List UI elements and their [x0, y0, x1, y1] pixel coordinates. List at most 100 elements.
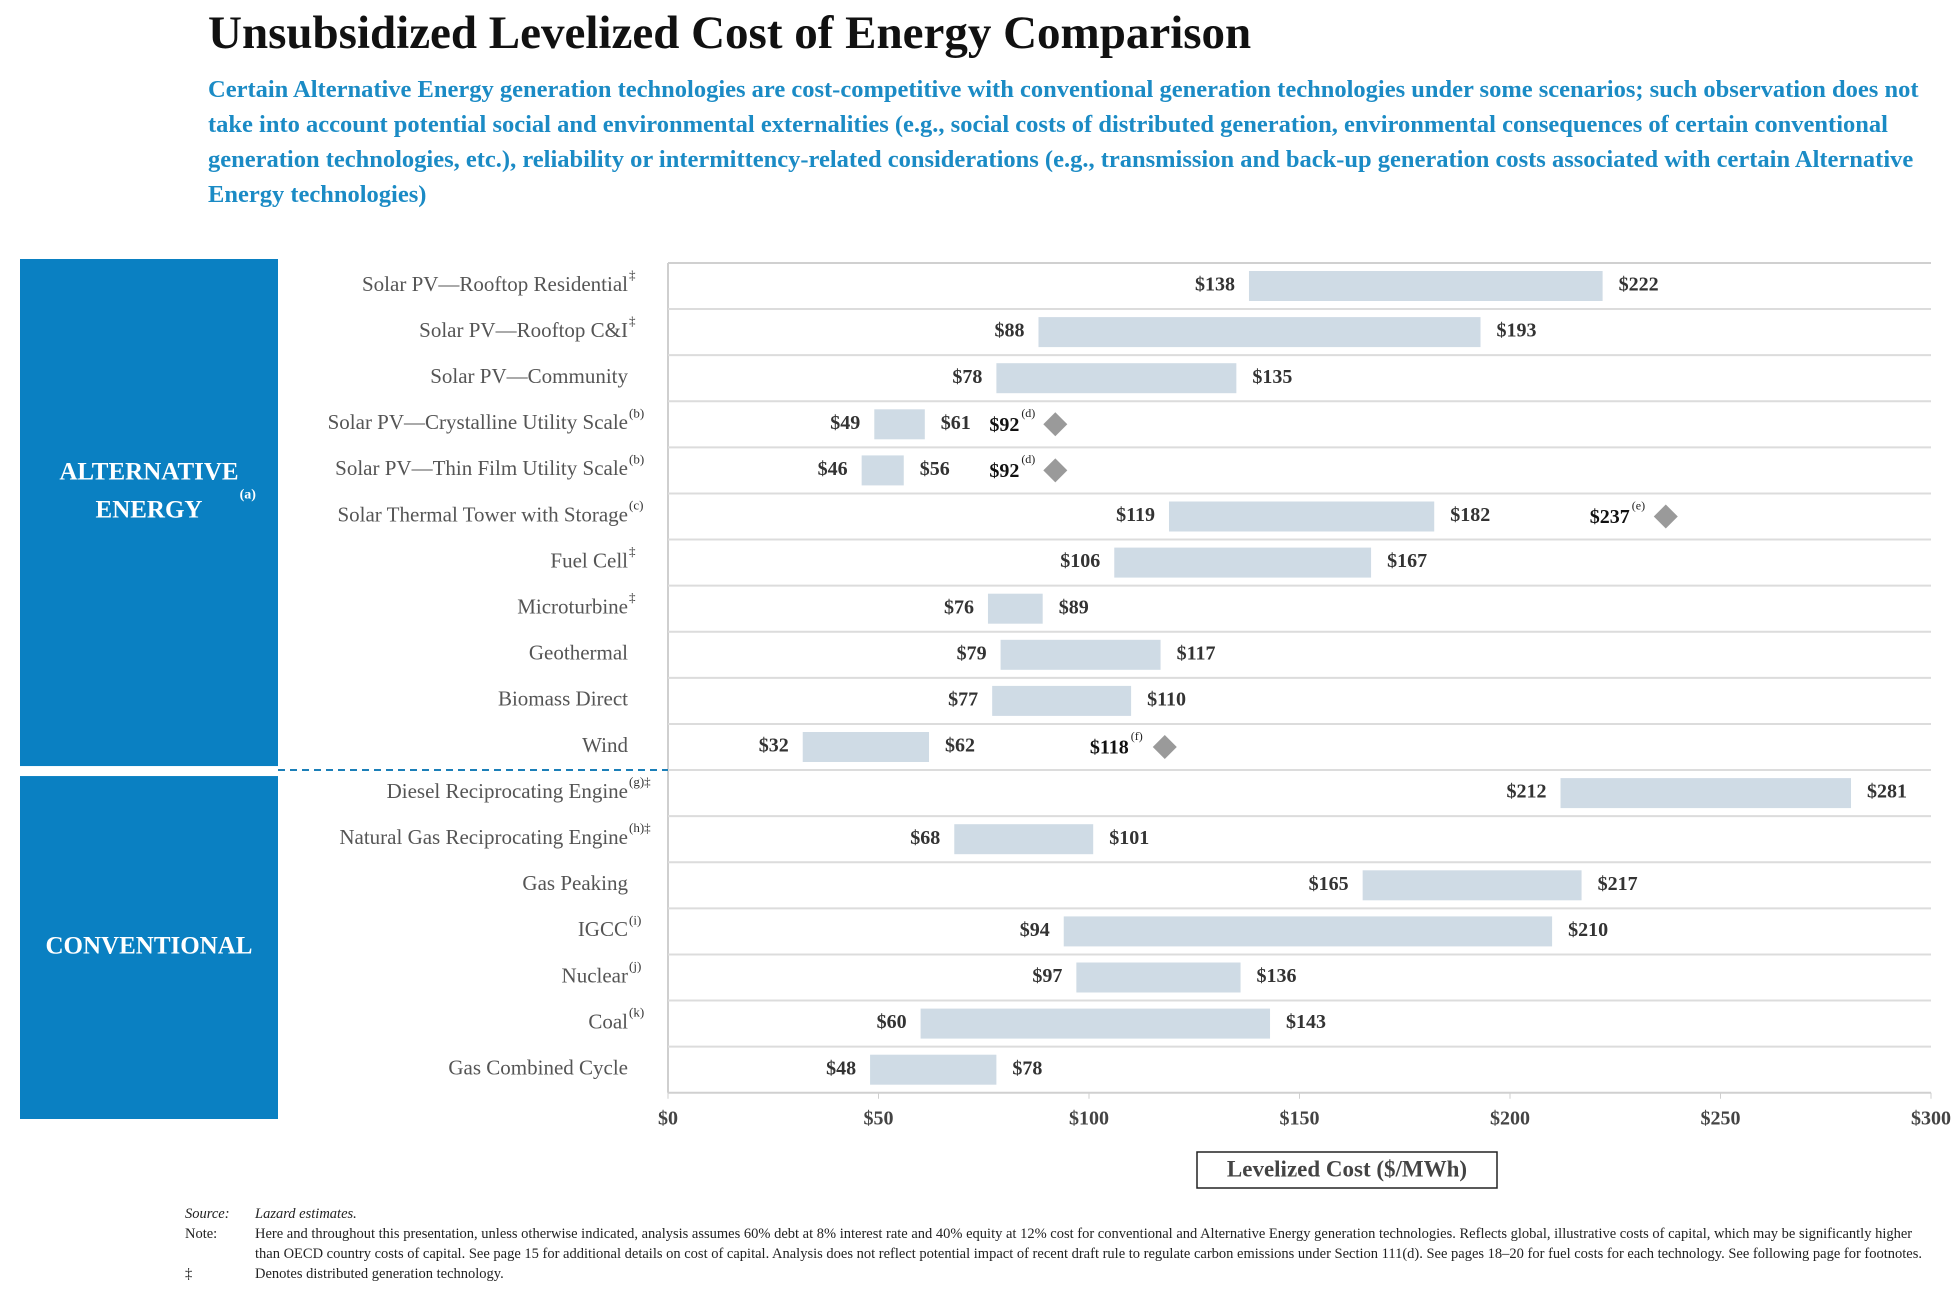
range-bar: [1248, 271, 1603, 301]
category-note: ‡: [629, 313, 636, 328]
footnote-text: Denotes distributed generation technolog…: [255, 1266, 504, 1282]
category-label: Diesel Reciprocating Engine: [387, 779, 628, 803]
footnotes: Source: Lazard estimates. Note: Here and th…: [185, 1204, 1930, 1284]
category-label: Solar Thermal Tower with Storage: [337, 502, 628, 526]
category-note: ‡: [629, 590, 636, 605]
category-label: Natural Gas Reciprocating Engine: [339, 825, 628, 849]
low-label: $106: [1060, 550, 1100, 572]
marker-note: (d): [1021, 452, 1035, 466]
high-label: $89: [1059, 596, 1089, 618]
high-label: $62: [945, 735, 975, 757]
marker-diamond: [1152, 735, 1177, 759]
marker-diamond: [1043, 458, 1068, 483]
high-label: $110: [1147, 688, 1186, 710]
low-label: $32: [759, 735, 789, 757]
category-label: Gas Combined Cycle: [448, 1056, 628, 1080]
low-label: $94: [1020, 919, 1050, 941]
range-bar: [992, 685, 1132, 716]
footnote: ‡ Denotes distributed generation technolo…: [185, 1264, 1930, 1284]
high-label: $281: [1867, 781, 1907, 803]
group-label: CONVENTIONAL: [46, 932, 253, 959]
chart: $0 $50 $100 $150 $200 $250 $300 ALTERNATIVE ENER…: [20, 259, 1951, 1189]
range-bar: [1076, 962, 1241, 993]
marker-label: $92: [989, 414, 1019, 436]
high-label: $222: [1619, 274, 1659, 296]
high-label: $56: [920, 458, 950, 480]
low-label: $68: [910, 827, 940, 849]
low-label: $46: [818, 458, 848, 480]
range-bar: [1114, 547, 1372, 578]
category-label: Geothermal: [529, 641, 628, 665]
range-bar: [996, 363, 1237, 394]
marker-label: $118: [1090, 737, 1129, 759]
group-box: [20, 259, 278, 767]
footnote-label: Note:: [185, 1226, 218, 1242]
high-label: $143: [1286, 1011, 1326, 1033]
x-tick-label: $250: [1701, 1108, 1741, 1130]
range-bar: [861, 455, 904, 486]
high-label: $193: [1497, 320, 1537, 342]
low-label: $77: [948, 688, 978, 710]
category-label: Solar PV—Thin Film Utility Scale: [335, 456, 628, 480]
low-label: $119: [1116, 504, 1155, 526]
low-label: $79: [957, 642, 987, 664]
group-label-note: (a): [240, 487, 257, 502]
category-note: (g)‡: [629, 774, 651, 789]
category-label: Biomass Direct: [498, 687, 628, 711]
marker-label: $237: [1590, 506, 1630, 528]
low-label: $138: [1195, 274, 1235, 296]
range-bar: [1168, 501, 1435, 532]
x-axis-label-box: [1196, 1151, 1498, 1189]
high-label: $182: [1450, 504, 1490, 526]
category-note: (j): [629, 958, 641, 973]
range-bar: [954, 824, 1094, 855]
marker-note: (f): [1131, 729, 1143, 743]
x-tick-label: $150: [1280, 1108, 1320, 1130]
category-note: (k): [629, 1005, 644, 1020]
low-label: $76: [944, 596, 974, 618]
category-label: Gas Peaking: [522, 871, 628, 895]
low-label: $48: [826, 1057, 856, 1079]
category-label: Solar PV—Rooftop Residential: [362, 272, 628, 296]
x-axis-label: Levelized Cost ($/MWh): [1227, 1156, 1467, 1181]
high-label: $78: [1012, 1057, 1042, 1079]
category-label: Solar PV—Crystalline Utility Scale: [328, 410, 628, 434]
range-bar: [1038, 317, 1481, 348]
category-label: Solar PV—Rooftop C&I: [419, 318, 628, 342]
range-bar: [1000, 639, 1161, 670]
high-label: $117: [1177, 642, 1216, 664]
range-bar: [870, 1054, 997, 1085]
category-label: Nuclear: [562, 963, 628, 987]
x-tick-label: $50: [864, 1108, 894, 1130]
low-label: $212: [1507, 781, 1547, 803]
category-note: (b): [629, 451, 644, 466]
range-bar: [920, 1008, 1271, 1039]
x-tick-label: $200: [1490, 1108, 1530, 1130]
footnote-text: Here and throughout this presentation, u…: [255, 1226, 1923, 1262]
high-label: $61: [941, 412, 971, 434]
footnote: Note: Here and throughout this presentati…: [185, 1224, 1930, 1264]
high-label: $167: [1387, 550, 1427, 572]
category-note: (h)‡: [629, 820, 651, 835]
marker-note: (e): [1632, 498, 1645, 512]
high-label: $101: [1109, 827, 1149, 849]
x-tick-label: $0: [658, 1108, 678, 1130]
range-bar: [1362, 870, 1582, 901]
marker-note: (d): [1021, 406, 1035, 420]
range-bar: [987, 593, 1043, 624]
category-label: Solar PV—Community: [430, 364, 628, 388]
marker-diamond: [1653, 504, 1678, 529]
category-label: Wind: [582, 733, 628, 757]
high-label: $210: [1568, 919, 1608, 941]
chart-title: Unsubsidized Levelized Cost of Energy Co…: [208, 7, 1252, 59]
range-bar: [874, 409, 925, 440]
category-label: Coal: [588, 1009, 628, 1033]
category-label: Microturbine: [517, 595, 628, 619]
low-label: $78: [952, 366, 982, 388]
footnote: Source: Lazard estimates.: [185, 1204, 1930, 1224]
x-tick-label: $300: [1911, 1108, 1951, 1130]
marker-diamond: [1043, 412, 1068, 437]
category-note: (b): [629, 405, 644, 420]
category-label: IGCC: [578, 917, 628, 941]
